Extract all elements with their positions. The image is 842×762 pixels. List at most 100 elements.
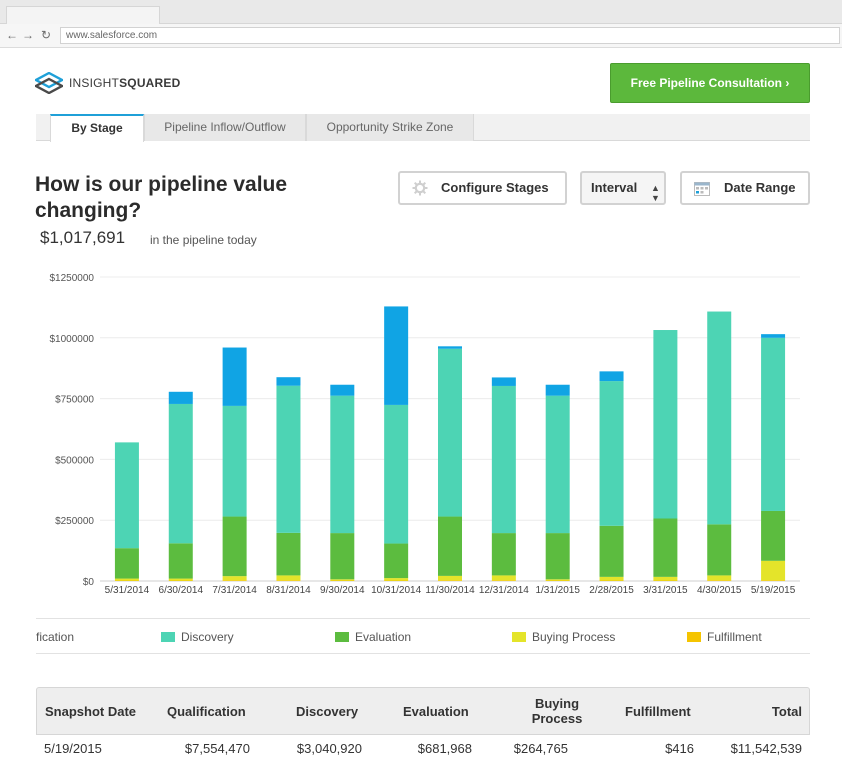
bar-segment-qualification [438, 346, 462, 349]
x-tick-label: 2/28/2015 [589, 585, 634, 596]
bar-segment-buying-process [330, 579, 355, 581]
date-range-label: Date Range [724, 180, 796, 195]
bar-segment-buying-process [276, 575, 301, 581]
pipeline-stacked-bar-chart: $0 $250000 $500000 $750000 $1000000 $1250000 5… [50, 273, 800, 596]
bar-segment-buying-process [599, 576, 624, 581]
x-tick-label: 5/31/2014 [105, 585, 150, 596]
insightsquared-logo[interactable]: INSIGHTSQUARED [35, 72, 180, 94]
header-fulfillment[interactable]: Fulfillment [625, 703, 691, 719]
legend-item-fulfillment[interactable]: Fulfillment [687, 630, 762, 644]
address-bar[interactable]: www.salesforce.com [60, 27, 840, 44]
bar-segment-evaluation [707, 524, 732, 576]
header-qualification[interactable]: Qualification [167, 703, 246, 719]
header-evaluation[interactable]: Evaluation [403, 703, 469, 719]
table-row: 5/19/2015 $7,554,470 $3,040,920 $681,968… [36, 735, 810, 762]
legend-swatch [335, 632, 349, 642]
legend-item-buying-process[interactable]: Buying Process [512, 630, 615, 644]
tab-pipeline-inflow-outflow[interactable]: Pipeline Inflow/Outflow [144, 114, 306, 141]
bar-segment-evaluation [168, 543, 193, 579]
chart-legend: fication Discovery Evaluation Buying Pro… [36, 618, 810, 654]
cell-evaluation: $681,968 [417, 741, 472, 756]
gear-icon [412, 180, 428, 196]
header-discovery[interactable]: Discovery [296, 703, 359, 719]
bar-segment-fulfillment [222, 580, 247, 581]
configure-stages-label: Configure Stages [441, 180, 549, 195]
bar-segment-evaluation [761, 510, 786, 561]
cell-fulfillment: $416 [665, 741, 694, 756]
interval-select[interactable]: Interval ▲ ▼ [580, 171, 666, 205]
y-tick-label: $750000 [55, 395, 94, 406]
bar-segment-qualification [168, 391, 193, 404]
y-tick-label: $1250000 [50, 273, 95, 284]
browser-tab-strip [0, 0, 842, 24]
tabs-spacer [36, 114, 50, 141]
bar-segment-buying-process [114, 578, 139, 581]
forward-arrow-icon[interactable]: → [22, 28, 34, 42]
bar-segment-buying-process [545, 579, 570, 581]
bar-segment-buying-process [761, 560, 786, 581]
logo-diamond-icon [35, 72, 63, 94]
bar-segment-fulfillment [438, 580, 462, 581]
select-arrows-icon: ▲ ▼ [651, 183, 660, 203]
bar-segment-evaluation [114, 548, 139, 579]
bar-segment-qualification [276, 377, 301, 386]
tab-opportunity-strike-zone[interactable]: Opportunity Strike Zone [306, 114, 474, 141]
cell-total: $11,542,539 [730, 741, 802, 756]
bar-segment-buying-process [438, 575, 462, 581]
configure-stages-button[interactable]: Configure Stages [398, 171, 567, 205]
x-tick-label: 11/30/2014 [425, 585, 475, 596]
bar-segment-discovery [438, 348, 462, 517]
legend-item-discovery[interactable]: Discovery [161, 630, 234, 644]
x-tick-label: 4/30/2015 [697, 585, 742, 596]
bar-segment-discovery [384, 404, 409, 544]
cell-qualification: $7,554,470 [184, 741, 250, 756]
bar-segment-fulfillment [707, 580, 732, 581]
bar-segment-evaluation [276, 532, 301, 576]
header-total[interactable]: Total [771, 703, 802, 719]
snapshot-table-header: Snapshot Date Qualification Discovery Ev… [36, 687, 810, 735]
header-snapshot-date[interactable]: Snapshot Date [45, 703, 137, 719]
legend-swatch [687, 632, 701, 642]
y-tick-label: $0 [83, 577, 95, 588]
report-tabs: By Stage Pipeline Inflow/Outflow Opportu… [36, 114, 810, 142]
bar-segment-buying-process [384, 578, 409, 581]
bar-segment-discovery [114, 442, 139, 549]
bar-segment-buying-process [491, 575, 516, 581]
tab-by-stage[interactable]: By Stage [50, 114, 144, 142]
x-tick-label: 8/31/2014 [266, 585, 311, 596]
bar-segment-discovery [761, 337, 786, 511]
x-tick-label: 7/31/2014 [212, 585, 257, 596]
bar-segment-discovery [276, 385, 301, 533]
bar-segment-buying-process [707, 575, 732, 581]
header-buying-process[interactable]: Buying Process [531, 696, 583, 726]
bar-segment-evaluation [438, 516, 462, 576]
bar-segment-qualification [384, 306, 409, 405]
browser-tab[interactable] [6, 6, 160, 24]
bar-segment-qualification [222, 347, 247, 406]
bar-segment-fulfillment [761, 580, 786, 581]
pipeline-total-caption: in the pipeline today [150, 233, 257, 247]
bar-segment-discovery [653, 330, 678, 519]
bar-segment-discovery [222, 405, 247, 517]
x-tick-label: 1/31/2015 [535, 585, 580, 596]
x-tick-label: 6/30/2014 [159, 585, 204, 596]
bar-segment-discovery [491, 385, 516, 534]
bar-segment-qualification [599, 371, 624, 382]
bar-segment-buying-process [653, 576, 678, 581]
date-range-button[interactable]: Date Range [680, 171, 810, 205]
bar-segment-evaluation [599, 525, 624, 577]
bar-segment-evaluation [330, 533, 355, 580]
y-tick-label: $500000 [55, 455, 94, 466]
bar-segment-discovery [599, 381, 624, 526]
back-arrow-icon[interactable]: ← [6, 28, 18, 42]
free-pipeline-consultation-button[interactable]: Free Pipeline Consultation › [610, 63, 810, 103]
reload-icon[interactable]: ↻ [40, 28, 52, 42]
bar-segment-qualification [491, 377, 516, 386]
calendar-icon [694, 182, 710, 196]
x-tick-label: 9/30/2014 [320, 585, 365, 596]
x-tick-label: 10/31/2014 [371, 585, 421, 596]
legend-item-evaluation[interactable]: Evaluation [335, 630, 411, 644]
legend-item-qualification[interactable]: fication [36, 630, 75, 644]
bar-segment-buying-process [168, 578, 193, 581]
page-title: How is our pipeline value changing? [35, 173, 288, 222]
